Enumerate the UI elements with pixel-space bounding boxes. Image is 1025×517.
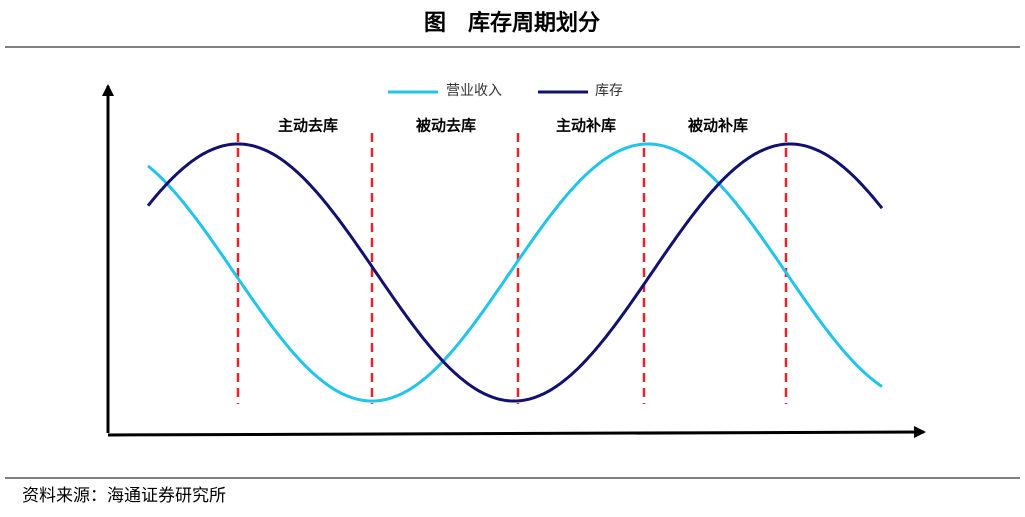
legend-label: 营业收入 xyxy=(446,83,502,99)
title: 图 库存周期划分 xyxy=(424,10,600,35)
phase-label: 被动去库 xyxy=(416,116,476,134)
source: 资料来源：海通证券研究所 xyxy=(22,486,226,505)
phase-label: 被动补库 xyxy=(688,116,748,134)
phase-label: 主动补库 xyxy=(556,116,616,134)
x-axis xyxy=(107,426,926,439)
phase-label: 主动去库 xyxy=(278,116,338,134)
inventory-curve xyxy=(146,142,884,403)
revenue-curve xyxy=(147,142,883,403)
legend-label: 库存 xyxy=(595,83,623,99)
